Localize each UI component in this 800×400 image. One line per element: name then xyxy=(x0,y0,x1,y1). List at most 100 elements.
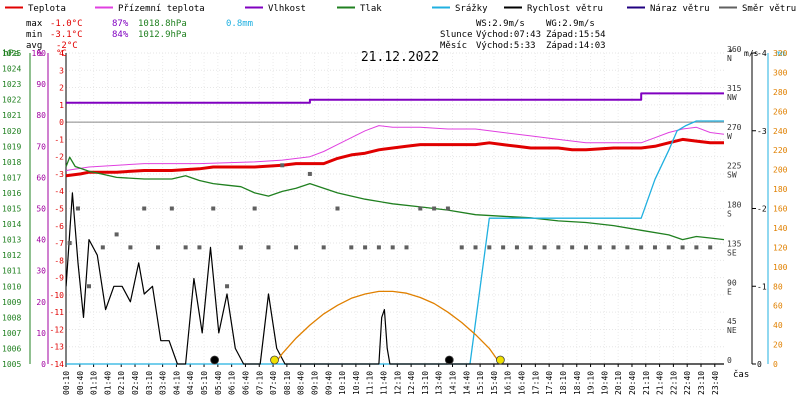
hpa-tick: 1005 xyxy=(2,360,21,369)
x-tick: 19:10 xyxy=(587,371,596,395)
x-tick: 12:40 xyxy=(407,371,416,395)
stats-min-press: 1012.9hPa xyxy=(138,30,187,40)
temp-tick: -9 xyxy=(54,274,64,283)
hpa-tick: 1016 xyxy=(2,189,21,198)
wind-direction-point xyxy=(183,245,188,250)
wind-direction-point xyxy=(583,245,588,250)
x-tick: 04:40 xyxy=(186,371,195,395)
dir-compass-tick: E xyxy=(727,287,732,296)
temp-tick: -10 xyxy=(50,291,65,300)
legend-label-2: Vlhkost xyxy=(268,4,306,14)
wind-direction-point xyxy=(335,206,340,211)
stats-panel: max -1.0°C 87% 1018.8hPa 0.8mm min -3.1°… xyxy=(26,19,606,51)
dir-compass-tick: S xyxy=(727,210,732,219)
temp-tick: -7 xyxy=(54,239,64,248)
hpa-tick: 1015 xyxy=(2,205,21,214)
temp-tick: -14 xyxy=(50,360,65,369)
wind-direction-point xyxy=(197,245,202,250)
stats-max-press: 1018.8hPa xyxy=(138,19,187,29)
stats-min-hum: 84% xyxy=(112,30,129,40)
hpa-tick: 1013 xyxy=(2,236,21,245)
ms-tick: 0 xyxy=(757,360,762,369)
wind-direction-point xyxy=(376,245,381,250)
pct-tick: 40 xyxy=(36,236,46,245)
wind-direction-point xyxy=(75,206,80,211)
mm-tick: 180 xyxy=(773,185,788,194)
pct-tick: 100 xyxy=(32,49,47,58)
legend-label-7: Směr větru xyxy=(742,4,796,14)
x-tick: 23:40 xyxy=(711,371,720,395)
hpa-tick: 1021 xyxy=(2,111,21,120)
dir-degree-tick: 315 xyxy=(727,84,742,93)
x-tick: 20:10 xyxy=(614,371,623,395)
x-tick: 08:10 xyxy=(283,371,292,395)
x-tick: 17:40 xyxy=(545,371,554,395)
sun-event-marker xyxy=(270,355,279,365)
moon-label: Měsíc xyxy=(440,41,467,51)
wind-direction-point xyxy=(487,245,492,250)
x-tick: 10:10 xyxy=(338,371,347,395)
x-tick: 16:40 xyxy=(518,371,527,395)
wind-direction-point xyxy=(114,232,119,237)
x-tick: 01:10 xyxy=(90,371,99,395)
x-tick: 07:40 xyxy=(269,371,278,395)
legend-label-3: Tlak xyxy=(360,4,382,14)
mm-tick: 20 xyxy=(773,341,783,350)
wind-direction-point xyxy=(611,245,616,250)
axes: hPa% °C ° m/s mmčas1005100610071008100910101… xyxy=(2,45,788,395)
chart-title: 21.12.2022 xyxy=(361,50,439,65)
x-tick: 09:10 xyxy=(310,371,319,395)
mm-tick: 80 xyxy=(773,282,783,291)
x-tick: 18:40 xyxy=(573,371,582,395)
dir-compass-tick: SW xyxy=(727,171,737,180)
mm-tick: 260 xyxy=(773,107,788,116)
ms-tick: -4 xyxy=(757,49,767,58)
wind-direction-point xyxy=(432,206,437,211)
wind-direction-point xyxy=(708,245,713,250)
x-tick: 13:40 xyxy=(435,371,444,395)
mm-tick: 200 xyxy=(773,166,788,175)
dir-compass-tick: SE xyxy=(727,248,737,257)
temp-tick: 1 xyxy=(59,101,64,110)
dir-compass-tick: NW xyxy=(727,93,737,102)
hpa-tick: 1022 xyxy=(2,96,21,105)
x-tick: 18:10 xyxy=(559,371,568,395)
temp-tick: -2 xyxy=(54,153,64,162)
mm-tick: 100 xyxy=(773,263,788,272)
stats-avg-label: avg xyxy=(26,41,42,51)
pct-tick: 10 xyxy=(36,329,46,338)
wind-direction-point xyxy=(625,245,630,250)
wind-direction-point xyxy=(321,245,326,250)
legend-label-5: Rychlost větru xyxy=(527,4,603,14)
moon-event-marker xyxy=(210,355,220,365)
wind-direction-point xyxy=(418,206,423,211)
series-tlak xyxy=(65,156,725,241)
hpa-tick: 1017 xyxy=(2,173,21,182)
stats-min-label: min xyxy=(26,30,42,40)
ms-tick: -2 xyxy=(757,205,767,214)
dir-degree-tick: 90 xyxy=(727,278,737,287)
deg-axis-title: ° xyxy=(728,49,733,59)
hpa-tick: 1020 xyxy=(2,127,21,136)
wind-direction-point xyxy=(294,245,299,250)
moon-event-marker xyxy=(444,355,454,365)
wind-direction-point xyxy=(128,245,133,250)
x-tick: 05:10 xyxy=(200,371,209,395)
mm-tick: 280 xyxy=(773,88,788,97)
temp-axis-title: °C xyxy=(56,49,67,59)
x-tick: 12:10 xyxy=(393,371,402,395)
wind-direction-point xyxy=(666,245,671,250)
wind-direction-point xyxy=(280,163,285,168)
hpa-tick: 1007 xyxy=(2,329,21,338)
x-tick: 19:40 xyxy=(600,371,609,395)
stats-avg-temp: -2°C xyxy=(56,41,78,51)
stats-max-hum: 87% xyxy=(112,19,129,29)
stats-max-label: max xyxy=(26,19,43,29)
x-tick: 22:40 xyxy=(683,371,692,395)
dir-compass-tick: N xyxy=(727,54,732,63)
legend-label-0: Teplota xyxy=(28,4,66,14)
series-prizemni-teplota xyxy=(66,125,725,171)
x-tick: 14:10 xyxy=(449,371,458,395)
temp-tick: 4 xyxy=(59,49,64,58)
wind-direction-point xyxy=(87,284,92,289)
